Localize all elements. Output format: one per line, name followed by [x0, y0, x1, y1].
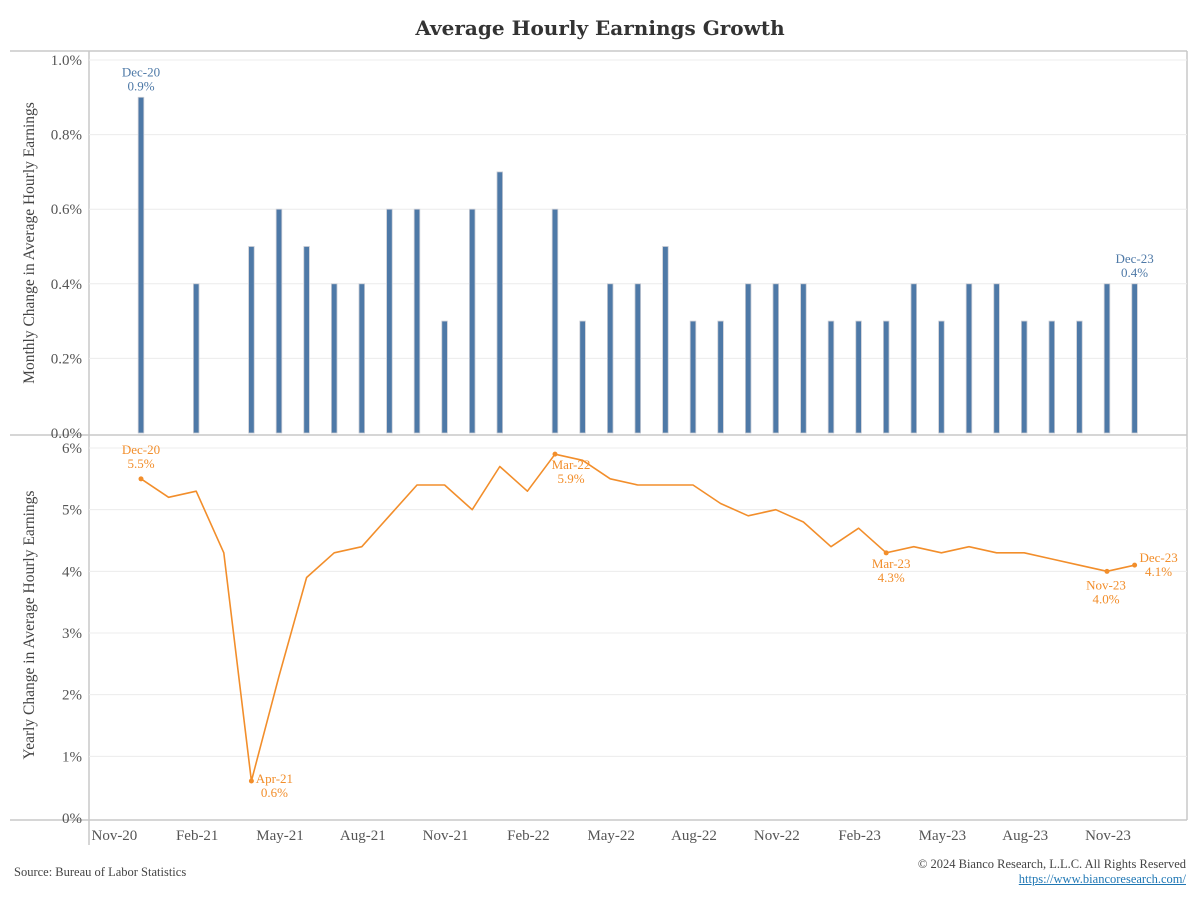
yearly-series-line [140, 453, 1135, 782]
bar-Jul-23 [993, 283, 1000, 434]
bar-Mar-23 [883, 320, 890, 434]
bar-Aug-23 [1021, 320, 1028, 434]
x-axis-ticks: Nov-20 Feb-21 May-21 Aug-21 Nov-21 Feb-22 May-… [91, 828, 1130, 844]
line-annotation-value: 4.0% [1092, 591, 1119, 606]
line-marker-Dec-23 [1132, 562, 1138, 568]
bar-Nov-23 [1103, 283, 1111, 434]
bar-Oct-21 [413, 208, 421, 434]
source-note: Source: Bureau of Labor Statistics [14, 865, 187, 879]
bar-May-22 [607, 283, 614, 434]
x-tick-label: Aug-23 [1002, 828, 1048, 844]
x-tick-label: Feb-21 [176, 828, 219, 844]
x-tick-label: Feb-22 [507, 828, 550, 844]
bar-Sep-23 [1048, 320, 1055, 434]
line-marker-Apr-21 [248, 778, 254, 784]
y-tick-label: 2% [62, 688, 82, 704]
y-tick-label: 0.8% [51, 128, 82, 144]
line-marker-Mar-23 [883, 550, 889, 556]
line-annotation-label: Mar-22 [552, 457, 591, 472]
line-annotation-value: 5.5% [127, 456, 154, 471]
bar-May-21 [275, 208, 283, 434]
bar-Sep-21 [386, 208, 393, 434]
bar-annotation-label: Dec-23 [1115, 251, 1153, 266]
x-tick-label: Feb-23 [838, 828, 881, 844]
bar-May-23 [938, 320, 945, 434]
bar-annotation-label: Dec-20 [122, 64, 160, 79]
bar-Dec-22 [800, 283, 807, 434]
yearly-line [140, 453, 1135, 782]
y-tick-label: 0.0% [51, 426, 82, 442]
line-annotation-value: 5.9% [557, 471, 584, 486]
x-tick-label: Nov-22 [754, 828, 800, 844]
bar-Mar-22 [551, 208, 559, 434]
bar-Jun-22 [634, 283, 641, 434]
bar-annotation-value: 0.4% [1121, 265, 1148, 280]
y-tick-label: 3% [62, 626, 82, 642]
monthly-bars [137, 96, 1138, 434]
y-tick-label: 5% [62, 503, 82, 519]
x-tick-label: Nov-23 [1085, 828, 1131, 844]
y-tick-label: 0.4% [51, 277, 82, 293]
bar-Feb-23 [855, 320, 862, 434]
copyright-block: © 2024 Bianco Research, L.L.C. All Right… [918, 857, 1186, 887]
bar-Nov-22 [772, 283, 779, 434]
x-tick-label: Nov-20 [91, 828, 137, 844]
yearly-gridlines [89, 447, 1187, 757]
bar-Jan-22 [496, 171, 503, 434]
x-tick-label: Aug-21 [340, 828, 386, 844]
yearly-y-axis-label: Yearly Change in Average Hourly Earnings [21, 491, 38, 760]
y-tick-label: 0% [62, 811, 82, 827]
y-tick-label: 0.6% [51, 202, 82, 218]
x-tick-label: Aug-22 [671, 828, 717, 844]
bar-Jun-23 [965, 283, 973, 434]
line-marker-Dec-20 [138, 476, 144, 482]
bar-Oct-23 [1076, 320, 1083, 434]
chart-title: Average Hourly Earnings Growth [415, 16, 785, 40]
copyright-text: © 2024 Bianco Research, L.L.C. All Right… [917, 857, 1186, 871]
line-annotation-value: 4.3% [878, 570, 905, 585]
bar-Sep-22 [717, 320, 724, 434]
line-marker-Nov-23 [1104, 568, 1110, 574]
bar-Feb-21 [192, 283, 200, 434]
x-tick-label: May-22 [587, 828, 635, 844]
line-marker-Mar-22 [552, 451, 558, 457]
website-link[interactable]: https://www.biancoresearch.com/ [1018, 872, 1186, 886]
bar-Dec-23 [1131, 283, 1138, 434]
bar-Jul-22 [662, 246, 669, 434]
monthly-gridlines [89, 59, 1187, 359]
bar-Aug-22 [689, 320, 697, 434]
x-tick-label: May-21 [256, 828, 304, 844]
line-annotation-label: Dec-23 [1139, 550, 1177, 565]
yearly-y-axis-ticks: 0% 1% 2% 3% 4% 5% 6% [62, 441, 82, 827]
y-tick-label: 1.0% [51, 53, 82, 69]
line-annotation-label: Apr-21 [256, 771, 293, 786]
bar-Jun-21 [303, 246, 310, 434]
bar-Jul-21 [330, 283, 338, 434]
bar-Dec-21 [468, 208, 476, 434]
bar-Nov-21 [441, 320, 448, 434]
monthly-y-axis-label: Monthly Change in Average Hourly Earning… [21, 102, 38, 384]
bar-Aug-21 [358, 283, 365, 434]
line-annotation-label: Nov-23 [1086, 577, 1126, 592]
bar-Dec-20 [137, 96, 145, 434]
y-tick-label: 1% [62, 749, 82, 765]
bar-Jan-23 [827, 320, 835, 434]
bar-Oct-22 [745, 283, 752, 434]
y-tick-label: 6% [62, 441, 82, 457]
line-annotation-value: 0.6% [261, 785, 288, 800]
monthly-y-axis-ticks: 0.0% 0.2% 0.4% 0.6% 0.8% 1.0% [51, 53, 82, 442]
bar-Apr-22 [579, 320, 586, 434]
y-tick-label: 0.2% [51, 351, 82, 367]
bar-Apr-21 [248, 246, 255, 434]
x-tick-label: May-23 [919, 828, 967, 844]
line-annotation-value: 4.1% [1145, 564, 1172, 579]
line-annotation-label: Mar-23 [872, 556, 911, 571]
line-annotation-label: Dec-20 [122, 442, 160, 457]
x-tick-label: Nov-21 [423, 828, 469, 844]
bar-annotation-value: 0.9% [127, 78, 154, 93]
annotations: Dec-200.9%Dec-230.4%Dec-205.5%Apr-210.6%… [122, 64, 1178, 800]
bar-Apr-23 [910, 283, 917, 434]
y-tick-label: 4% [62, 564, 82, 580]
